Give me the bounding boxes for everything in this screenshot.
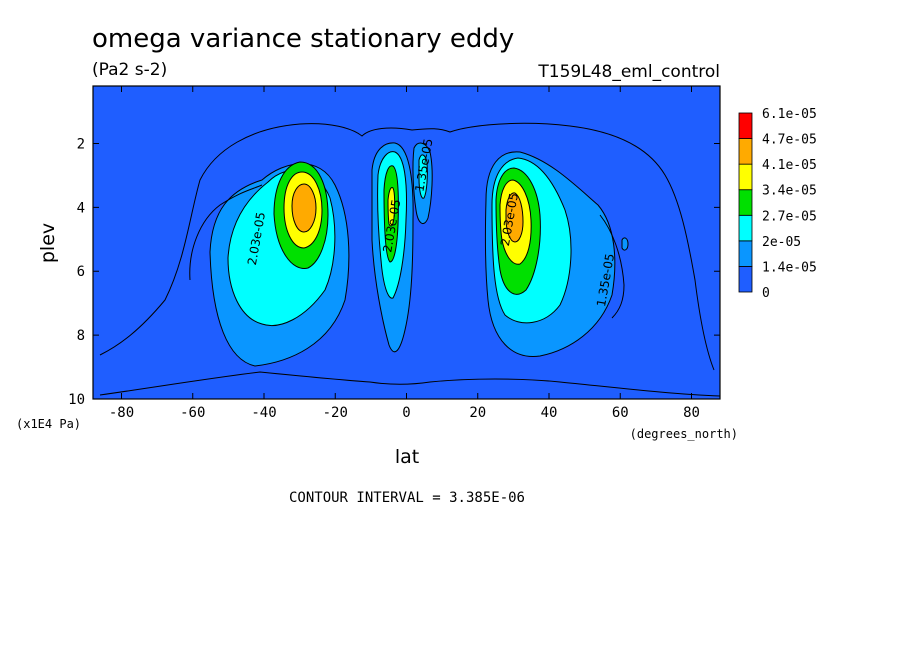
colorbar-swatch — [738, 112, 753, 139]
contour-interval: CONTOUR INTERVAL = 3.385E-06 — [289, 490, 525, 506]
x-axis-label: lat — [395, 446, 419, 468]
x-axis-ticks: -80 -60 -40 -20 0 20 40 60 80 — [109, 86, 700, 421]
colorbar-level-label: 2.7e-05 — [762, 209, 817, 224]
colorbar-swatch — [738, 138, 753, 165]
inner-contour-north — [599, 214, 625, 319]
y-tick-label: 2 — [77, 136, 85, 152]
chart-units: (Pa2 s-2) — [92, 60, 167, 80]
south-core — [209, 161, 350, 367]
equator-tail-north-core — [418, 154, 428, 199]
outer-contour — [99, 122, 715, 371]
equator-core — [371, 142, 433, 353]
south-core-level-5 — [291, 183, 317, 233]
y-tick-label: 10 — [68, 392, 85, 408]
north-core-level-5 — [505, 192, 524, 243]
x-tick-label: 60 — [612, 405, 629, 421]
colorbar-level-label: 4.1e-05 — [762, 158, 817, 173]
y-tick-label: 4 — [77, 200, 85, 216]
colorbar-swatch — [738, 189, 753, 216]
x-tick-label: 40 — [541, 405, 558, 421]
x-tick-label: 0 — [402, 405, 410, 421]
north-core — [484, 151, 616, 357]
run-name: T159L48_eml_control — [537, 62, 720, 82]
colorbar-level-label: 4.7e-05 — [762, 133, 817, 148]
y-axis-ticks: 2 4 6 8 10 — [68, 136, 720, 408]
colorbar-swatch — [738, 240, 753, 267]
x-units-label: (degrees_north) — [630, 427, 738, 441]
colorbar-level-label: 3.4e-05 — [762, 184, 817, 199]
bottom-contour — [99, 371, 721, 397]
x-tick-label: -40 — [251, 405, 276, 421]
x-tick-label: -20 — [323, 405, 348, 421]
inner-contour-south — [189, 184, 263, 281]
x-tick-label: 20 — [469, 405, 486, 421]
x-tick-label: -80 — [109, 405, 134, 421]
x-tick-label: 80 — [683, 405, 700, 421]
equator-core-level-4 — [387, 187, 396, 227]
colorbar-level-label: 6.1e-05 — [762, 107, 817, 122]
y-tick-label: 6 — [77, 264, 85, 280]
colorbar-swatch — [738, 214, 753, 242]
colorbar: 0 1.4e-05 2e-05 2.7e-05 3.4e-05 4.1e-05 4.7e-0… — [738, 107, 817, 301]
plot-area: 2.03e-05 2.03e-051.35e-052.03e-051.35e-05 — [92, 85, 721, 400]
colorbar-swatch — [738, 163, 753, 191]
colorbar-level-label: 1.4e-05 — [762, 260, 817, 275]
y-tick-label: 8 — [77, 328, 85, 344]
chart-title: omega variance stationary eddy — [92, 24, 514, 54]
y-units-label: (x1E4 Pa) — [16, 417, 81, 431]
isolated-contour — [621, 237, 629, 251]
colorbar-level-label: 0 — [762, 286, 770, 301]
colorbar-level-label: 2e-05 — [762, 235, 801, 250]
colorbar-swatch — [738, 266, 753, 293]
y-axis-label: plev — [37, 223, 59, 263]
x-tick-label: -60 — [180, 405, 205, 421]
